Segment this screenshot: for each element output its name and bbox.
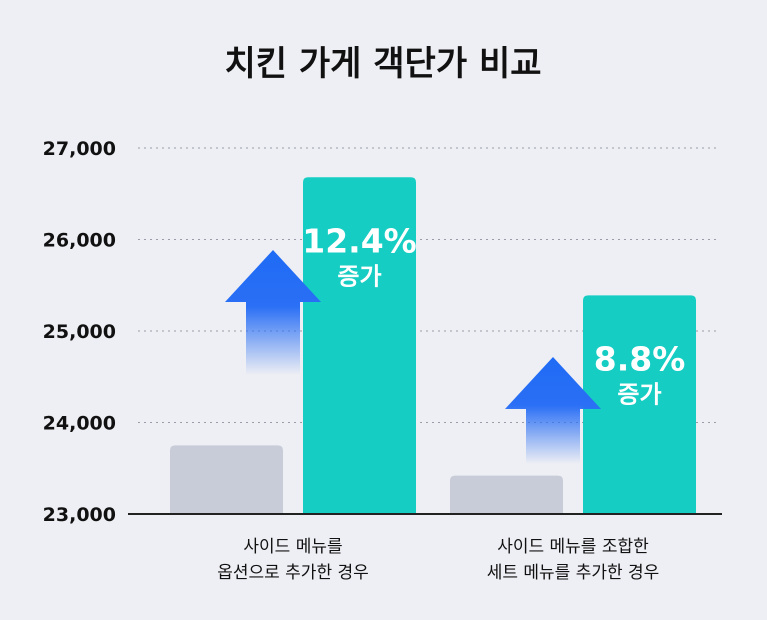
y-tick-label: 23,000: [43, 504, 116, 526]
x-category-label: 세트 메뉴를 추가한 경우: [487, 563, 660, 583]
increase-percent: 8.8%: [594, 339, 686, 378]
increase-arrows: [225, 250, 601, 464]
bar: [303, 177, 416, 514]
annotations: 12.4%증가8.8%증가: [302, 221, 685, 408]
increase-percent: 12.4%: [302, 221, 417, 260]
bar: [450, 475, 563, 514]
up-arrow-icon: [225, 250, 321, 375]
gridlines: [138, 147, 720, 423]
y-axis-ticks: 27,000 26,000 25,000 24,000 23,000: [43, 138, 116, 526]
x-category-label: 사이드 메뉴를: [243, 537, 342, 557]
up-arrow-icon: [505, 357, 601, 464]
x-category-label: 옵션으로 추가한 경우: [217, 563, 369, 583]
y-tick-label: 25,000: [43, 321, 116, 343]
chart-title: 치킨 가게 객단가 비교: [224, 44, 541, 84]
bars: [170, 177, 696, 514]
bar: [170, 445, 283, 514]
y-tick-label: 27,000: [43, 138, 116, 160]
x-category-label: 사이드 메뉴를 조합한: [497, 537, 649, 557]
bar: [583, 295, 696, 514]
y-tick-label: 24,000: [43, 413, 116, 435]
increase-label: 증가: [617, 380, 661, 408]
y-tick-label: 26,000: [43, 230, 116, 252]
increase-label: 증가: [337, 262, 381, 290]
